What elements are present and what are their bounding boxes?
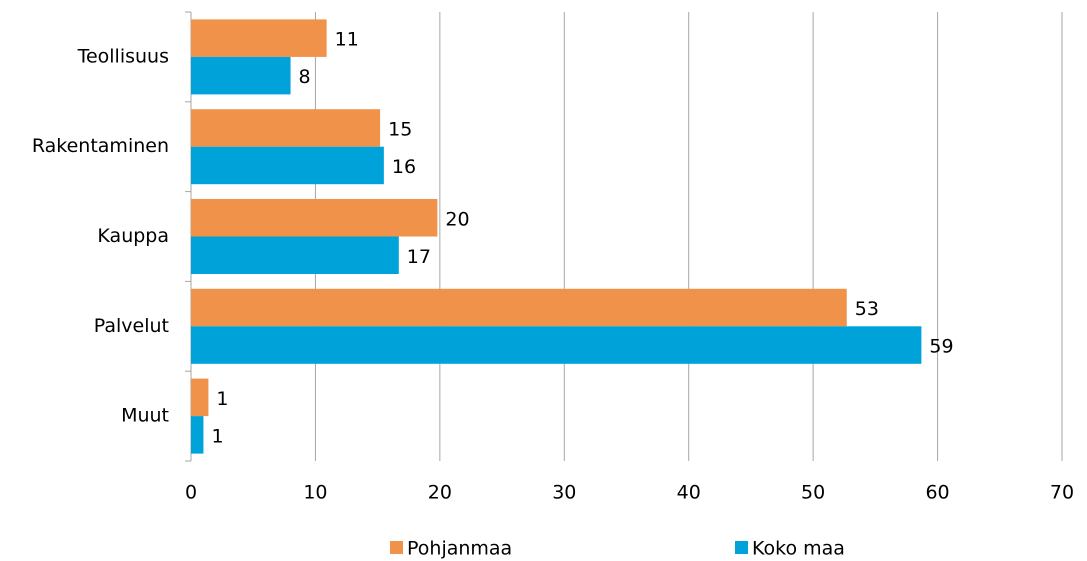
x-tick-label: 10 <box>303 482 327 504</box>
x-tick-label: 40 <box>677 482 701 504</box>
data-label: 1 <box>211 425 223 447</box>
y-tick-label: Muut <box>121 405 169 427</box>
bar <box>191 416 204 454</box>
bar <box>191 109 381 147</box>
data-label: 8 <box>299 66 311 88</box>
x-tick-label: 50 <box>801 482 825 504</box>
data-label: 53 <box>855 298 879 320</box>
bar <box>191 288 847 327</box>
legend-swatch <box>735 541 748 554</box>
bar <box>191 146 384 185</box>
bar <box>191 378 209 417</box>
x-tick-label: 20 <box>428 482 452 504</box>
legend-label: Koko maa <box>752 538 845 560</box>
bar <box>191 326 922 364</box>
bar <box>191 56 291 95</box>
y-tick-label: Rakentaminen <box>32 135 169 157</box>
x-tick-label: 30 <box>552 482 576 504</box>
data-label: 15 <box>388 118 412 140</box>
legend-label: Pohjanmaa <box>407 538 512 560</box>
y-tick-label: Palvelut <box>94 315 169 337</box>
data-label: 20 <box>445 208 469 230</box>
data-label: 11 <box>335 29 359 51</box>
x-tick-label: 70 <box>1050 482 1074 504</box>
data-label: 16 <box>392 156 416 178</box>
bar <box>191 19 327 57</box>
x-tick-label: 0 <box>185 482 197 504</box>
y-tick-label: Teollisuus <box>77 45 169 67</box>
bar <box>191 236 399 274</box>
data-label: 1 <box>216 388 228 410</box>
legend-swatch <box>390 541 403 554</box>
data-label: 59 <box>929 336 953 358</box>
bar <box>191 199 438 237</box>
y-tick-label: Kauppa <box>97 225 169 247</box>
x-tick-label: 60 <box>925 482 949 504</box>
data-label: 17 <box>407 246 431 268</box>
